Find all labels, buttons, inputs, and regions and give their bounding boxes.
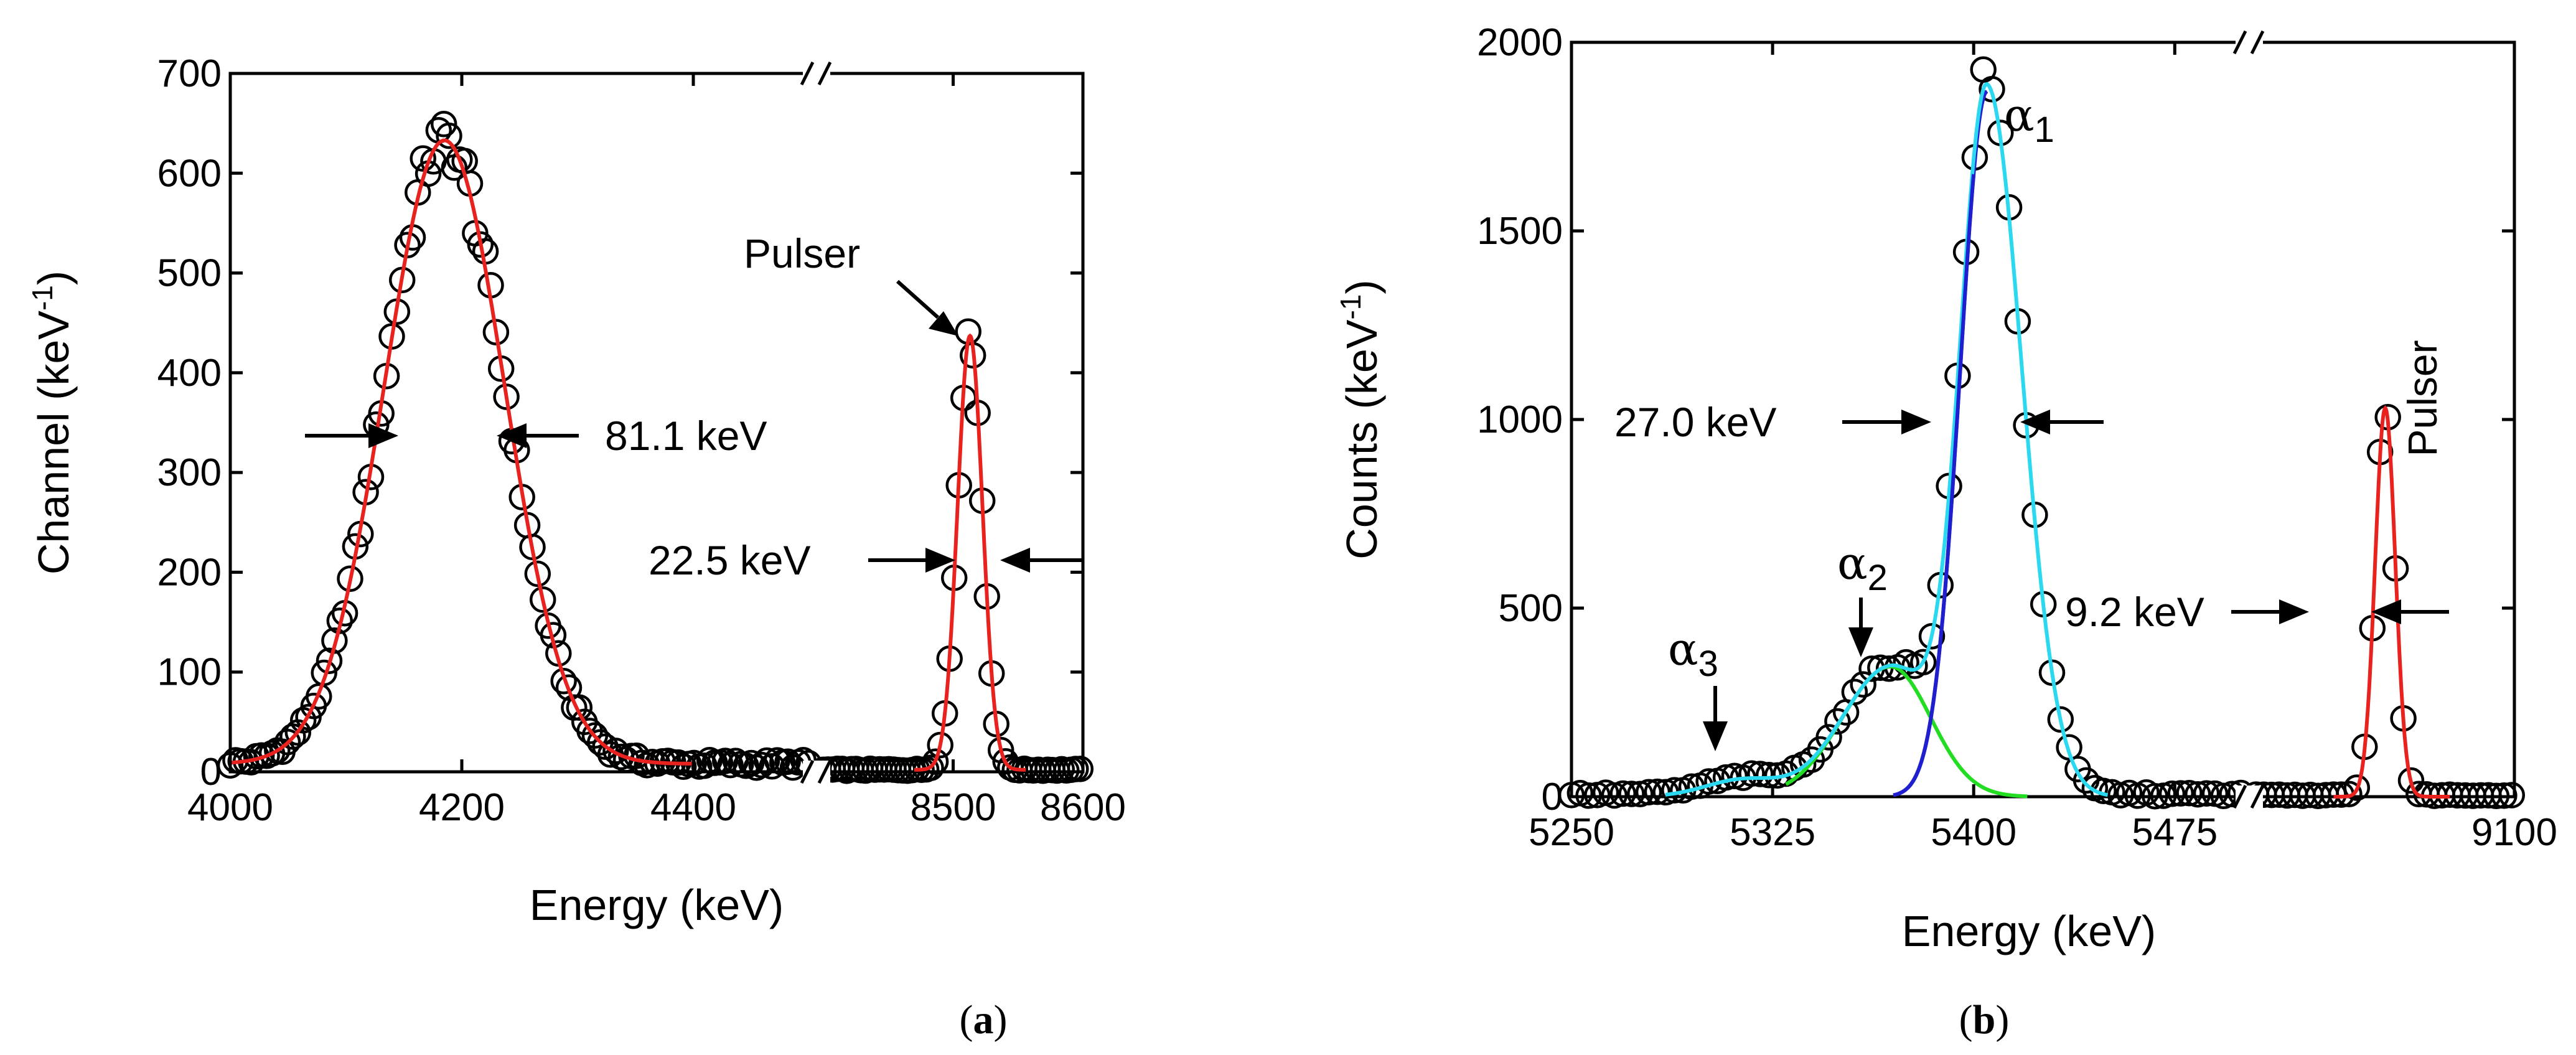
chart-a-data-point <box>550 668 577 695</box>
chart-a-ytick-label: 100 <box>157 651 222 694</box>
chart-a-pulser-label: Pulser <box>744 230 860 276</box>
chart-b-data-point <box>2193 780 2220 807</box>
chart-b-axis-break <box>2232 30 2265 809</box>
chart-a-xtick-label: 8600 <box>1040 786 1126 829</box>
chart-a-data-point <box>711 748 739 774</box>
chart-b-xtick-label: 5475 <box>2132 811 2218 854</box>
chart-b-data-point <box>2498 782 2526 809</box>
chart-a-fwhm-main-label: 81.1 keV <box>605 413 767 459</box>
chart-b-data-point <box>1824 708 1851 735</box>
chart-a-panel-label: (a) <box>960 997 1008 1043</box>
chart-b-fwhm-alpha-label: 27.0 keV <box>1614 399 1777 445</box>
chart-a-data-point <box>436 122 462 149</box>
chart-b-data-point <box>1979 76 2005 103</box>
chart-b-ylabel: Counts (keV-1) <box>1334 279 1386 559</box>
chart-b-data-point <box>1850 671 1876 698</box>
chart-a-ytick-label: 500 <box>157 252 222 295</box>
chart-b-ytick-label: 1500 <box>1477 210 1563 253</box>
chart-a-data-point <box>748 751 775 779</box>
chart-b-data-point <box>2142 782 2168 810</box>
chart-b-panel-label: (b) <box>1959 997 2010 1043</box>
chart-a-ytick-label: 0 <box>200 751 222 794</box>
chart-b-xlabel: Energy (keV) <box>1902 907 2156 955</box>
chart-a-data-point <box>316 647 343 674</box>
chart-b-ytick-label: 1000 <box>1477 398 1563 441</box>
chart-b-fwhm-pulser-label: 9.2 keV <box>2065 589 2204 635</box>
chart-a-axis-break <box>800 61 832 784</box>
chart-a-data-point <box>1067 756 1094 782</box>
chart-b-data-point <box>1635 779 1662 805</box>
chart-a-data-point <box>927 731 953 759</box>
chart-a-ytick-label: 400 <box>157 352 222 395</box>
chart-b-fit-alpha2-line <box>1785 664 2028 799</box>
chart-b-ytick-label: 2000 <box>1477 21 1563 64</box>
chart-a-data-point <box>922 748 949 775</box>
chart-a: 0 100 200 300 400 500 600 700 4000 4200 4400 8500 86… <box>26 52 1126 1043</box>
chart-a-fwhm-pulser-label: 22.5 keV <box>649 537 811 583</box>
chart-b-ytick-label: 500 <box>1499 587 1563 630</box>
chart-a-data-point <box>634 752 660 779</box>
chart-a-fit-main-line <box>230 138 694 766</box>
chart-a-data-point <box>529 586 556 613</box>
chart-a-data-point <box>774 748 801 775</box>
chart-b-ytick-label: 0 <box>1542 776 1563 818</box>
chart-b-alpha2-label: α2 <box>1837 537 1888 598</box>
chart-b-data-point <box>1618 781 1645 807</box>
chart-a-xtick-label: 8500 <box>911 786 996 829</box>
chart-b-data-point <box>1841 678 1868 705</box>
chart-a-fit-pulser-line <box>914 333 1026 772</box>
chart-b-data-point <box>2176 779 2203 807</box>
chart-b-data-point <box>2047 706 2074 733</box>
chart-b-data-point <box>2167 780 2194 807</box>
chart-b-pulser-label: Pulser <box>2399 340 2445 456</box>
chart-b-fit-pulser-line <box>2333 405 2450 799</box>
chart-b-data-point <box>2336 781 2363 807</box>
chart-b-data-point <box>1609 780 1636 807</box>
chart-a-xtick-label: 4200 <box>419 786 505 829</box>
chart-b-data-point <box>2158 781 2186 807</box>
chart-b-data-point <box>1918 622 1946 650</box>
chart-a-ytick-label: 600 <box>157 152 222 195</box>
chart-b-axes: 0 500 1000 1500 2000 5250 5325 5400 5475 9100 <box>1477 21 2557 854</box>
chart-b-data-point <box>2343 774 2371 801</box>
chart-b-data-point <box>2185 781 2211 808</box>
chart-a-data-point <box>738 749 765 777</box>
chart-b-annotations <box>1703 410 2449 751</box>
chart-a-data-point <box>717 751 744 779</box>
chart-a-axes: 0 100 200 300 400 500 600 700 4000 4200 4400 8500 86… <box>157 52 1126 829</box>
chart-b-fit-alpha1-rise-line <box>1898 174 1976 795</box>
chart-b-xtick-label: 5325 <box>1730 811 1815 854</box>
chart-a-ytick-label: 300 <box>157 451 222 494</box>
chart-b-xtick-label: 9100 <box>2471 811 2557 854</box>
chart-a-data-point <box>753 747 780 774</box>
chart-b-data-point <box>1747 761 1774 787</box>
chart-b-xtick-label: 5250 <box>1529 811 1614 854</box>
chart-a-annotations <box>305 279 1083 573</box>
chart-b-data-point <box>1815 724 1842 751</box>
chart-a-xtick-label: 4000 <box>187 786 273 829</box>
chart-a-data-point <box>337 565 363 593</box>
chart-b: 0 500 1000 1500 2000 5250 5325 5400 5475 9100 Ene… <box>1334 21 2557 1043</box>
chart-a-data-point <box>524 560 551 588</box>
chart-a-xlabel: Energy (keV) <box>530 881 784 929</box>
chart-a-ylabel: Channel (keV-1) <box>26 271 78 574</box>
chart-a-data-point <box>992 748 1019 775</box>
chart-a-xtick-label: 4400 <box>650 786 736 829</box>
chart-a-data-point <box>410 145 436 172</box>
chart-b-data-point <box>1644 778 1671 805</box>
chart-b-data-point <box>2397 767 2425 794</box>
chart-b-data-point <box>1909 649 1937 676</box>
chart-a-data-point <box>566 694 593 721</box>
chart-b-fit-total-line <box>1665 82 2109 797</box>
chart-a-data-point <box>430 111 457 138</box>
chart-b-alpha1-label: α1 <box>2004 89 2054 150</box>
chart-a-ytick-label: 200 <box>157 551 222 594</box>
chart-b-data-point <box>1738 760 1765 787</box>
chart-b-data-point <box>2320 781 2347 808</box>
chart-b-alpha3-label: α3 <box>1668 623 1718 684</box>
chart-b-xtick-label: 5400 <box>1931 811 2016 854</box>
chart-a-ytick-label: 700 <box>157 52 222 95</box>
